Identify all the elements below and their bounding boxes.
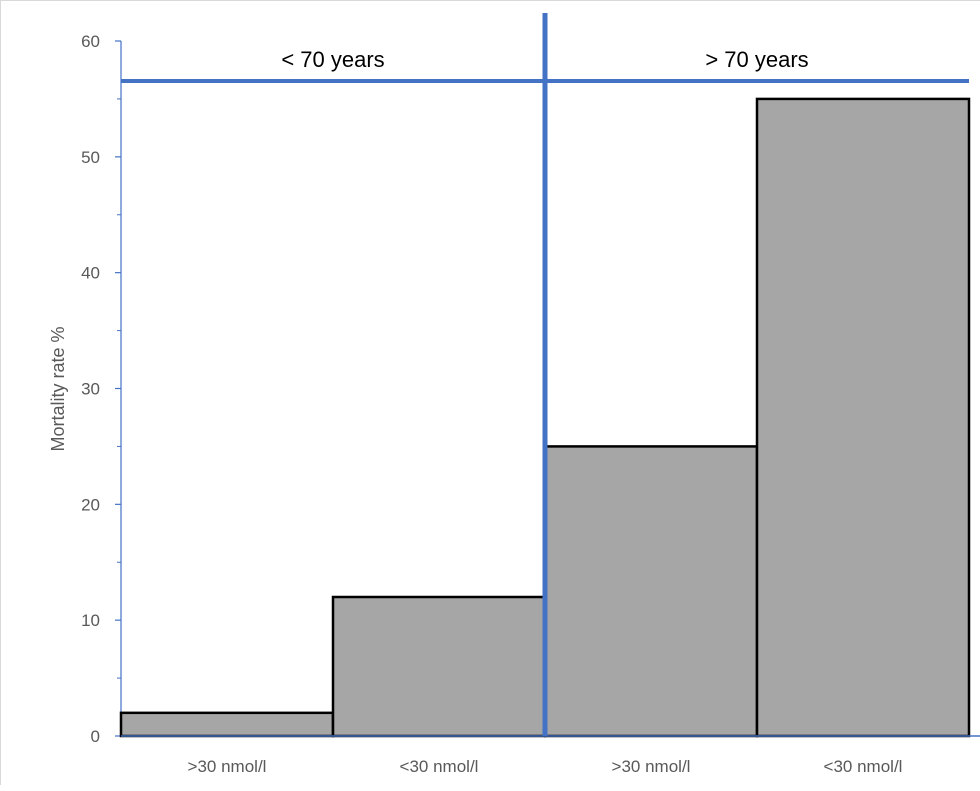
y-tick-label: 50	[81, 148, 100, 167]
group-labels: < 70 years > 70 years	[281, 47, 808, 72]
bar	[331, 595, 547, 738]
y-tick-label: 40	[81, 264, 100, 283]
group-label: < 70 years	[281, 47, 384, 72]
x-tick-label: >30 nmol/l	[188, 757, 267, 776]
bars	[119, 97, 971, 738]
y-tick-label: 60	[81, 32, 100, 51]
x-tick-label: >30 nmol/l	[612, 757, 691, 776]
y-tick-label: 0	[91, 727, 100, 746]
bar	[543, 445, 759, 738]
y-axis: 0 10 20 30 40 50 60	[81, 32, 122, 746]
group-dividers	[121, 13, 969, 736]
x-axis: >30 nmol/l <30 nmol/l >30 nmol/l <30 nmol/l	[121, 735, 980, 776]
y-tick-label: 20	[81, 495, 100, 514]
y-tick-label: 10	[81, 611, 100, 630]
y-axis-title: Mortality rate %	[48, 326, 68, 451]
x-tick-label: <30 nmol/l	[824, 757, 903, 776]
bar	[755, 97, 971, 738]
bar	[119, 711, 335, 738]
group-label: > 70 years	[705, 47, 808, 72]
y-tick-label: 30	[81, 380, 100, 399]
x-tick-label: <30 nmol/l	[400, 757, 479, 776]
